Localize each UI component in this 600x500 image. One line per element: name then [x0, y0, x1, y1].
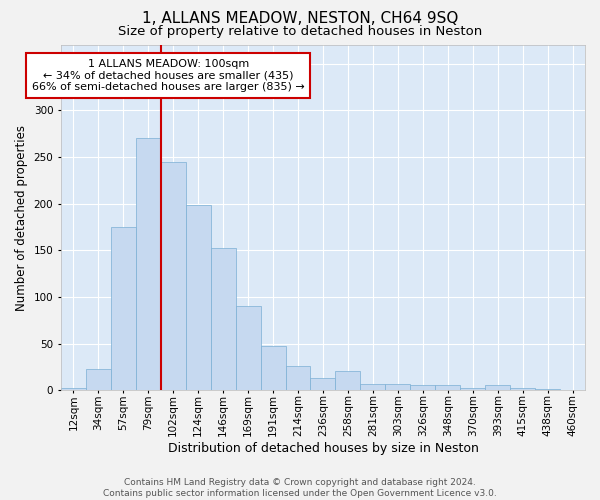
Text: 1, ALLANS MEADOW, NESTON, CH64 9SQ: 1, ALLANS MEADOW, NESTON, CH64 9SQ [142, 11, 458, 26]
Text: 1 ALLANS MEADOW: 100sqm
← 34% of detached houses are smaller (435)
66% of semi-d: 1 ALLANS MEADOW: 100sqm ← 34% of detache… [32, 59, 305, 92]
Bar [410, 386, 435, 390]
Y-axis label: Number of detached properties: Number of detached properties [15, 124, 28, 310]
Bar [335, 372, 361, 390]
X-axis label: Distribution of detached houses by size in Neston: Distribution of detached houses by size … [167, 442, 478, 455]
Bar [460, 388, 485, 390]
Bar [361, 384, 385, 390]
Bar [186, 206, 211, 390]
Bar [236, 306, 260, 390]
Bar [286, 366, 310, 390]
Text: Contains HM Land Registry data © Crown copyright and database right 2024.
Contai: Contains HM Land Registry data © Crown c… [103, 478, 497, 498]
Bar [61, 388, 86, 390]
Bar [136, 138, 161, 390]
Bar [385, 384, 410, 390]
Bar [435, 386, 460, 390]
Bar [535, 389, 560, 390]
Bar [161, 162, 186, 390]
Text: Size of property relative to detached houses in Neston: Size of property relative to detached ho… [118, 25, 482, 38]
Bar [510, 388, 535, 390]
Bar [86, 368, 111, 390]
Bar [211, 248, 236, 390]
Bar [111, 227, 136, 390]
Bar [485, 386, 510, 390]
Bar [310, 378, 335, 390]
Bar [260, 346, 286, 390]
